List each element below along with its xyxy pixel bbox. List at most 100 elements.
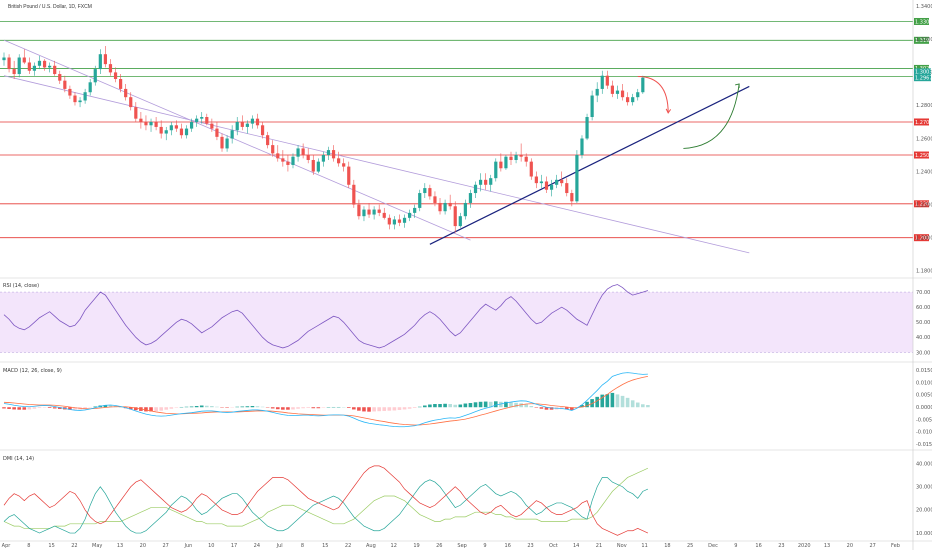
- macd-histogram-bar: [499, 401, 503, 408]
- macd-histogram-bar: [275, 407, 280, 410]
- candle: [331, 150, 336, 159]
- time-tick-label: May: [92, 543, 102, 549]
- candle: [408, 212, 412, 218]
- candle: [271, 145, 275, 154]
- macd-histogram-bar: [154, 407, 158, 412]
- time-tick-label: 11: [641, 543, 647, 549]
- candle: [504, 156, 508, 169]
- candle: [266, 135, 270, 146]
- macd-histogram-bar: [250, 406, 255, 408]
- macd-histogram-bar: [387, 407, 392, 411]
- time-tick-label: 13: [824, 543, 830, 549]
- adx-line: [3, 467, 649, 529]
- dmi-title: DMI (14, 14): [3, 456, 34, 462]
- price-tick-label: 1.34000: [916, 4, 932, 10]
- candle: [382, 212, 386, 218]
- macd-histogram-bar: [12, 407, 16, 410]
- candle: [544, 181, 549, 190]
- macd-histogram-bar: [108, 405, 113, 408]
- candle: [443, 202, 447, 212]
- candle: [529, 161, 533, 177]
- candle: [245, 123, 249, 127]
- macd-histogram-bar: [377, 407, 381, 412]
- macd-histogram-bar: [346, 407, 351, 408]
- candle: [22, 57, 26, 63]
- time-tick-label: 9: [734, 543, 737, 549]
- candle: [534, 176, 538, 184]
- descending-trendline: [3, 75, 750, 254]
- time-tick-label: 21: [596, 543, 602, 549]
- time-tick-label: 20: [847, 543, 853, 549]
- candle: [367, 209, 371, 215]
- macd-histogram-bar: [428, 404, 432, 408]
- candle: [7, 57, 11, 70]
- candle: [250, 118, 255, 124]
- candle: [306, 155, 310, 160]
- macd-histogram-bar: [149, 407, 153, 412]
- candle: [235, 121, 239, 131]
- macd-histogram-bar: [103, 405, 108, 408]
- time-tick-label: 16: [755, 543, 761, 549]
- macd-histogram-bar: [2, 407, 6, 409]
- red-arrow-head: [665, 108, 672, 114]
- price-tick-label: 1.32000: [916, 37, 932, 43]
- time-tick-label: Nov: [617, 543, 627, 549]
- candle: [291, 156, 295, 165]
- macd-title: MACD (12, 26, close, 9): [3, 368, 62, 374]
- candle: [113, 72, 118, 80]
- time-tick-label: Feb: [891, 543, 900, 549]
- candle: [560, 179, 564, 184]
- candle: [78, 100, 82, 103]
- macd-line: [3, 372, 648, 428]
- macd-histogram-bar: [524, 404, 529, 408]
- macd-histogram-bar: [306, 407, 310, 408]
- macd-tick-label: -0.00500: [916, 417, 932, 423]
- candle: [88, 82, 92, 93]
- candle: [255, 118, 260, 126]
- macd-histogram-bar: [17, 407, 22, 410]
- candle: [342, 163, 346, 167]
- candle: [631, 97, 635, 103]
- macd-histogram-bar: [635, 402, 640, 408]
- macd-histogram-bar: [291, 407, 295, 410]
- time-tick-label: 2020: [798, 543, 811, 549]
- candle: [296, 148, 300, 157]
- price-tick-label: 1.28000: [916, 103, 932, 109]
- macd-histogram-bar: [483, 401, 488, 408]
- candle: [73, 95, 77, 103]
- candle: [93, 69, 97, 83]
- macd-histogram-bar: [570, 407, 574, 410]
- candle: [418, 193, 422, 208]
- macd-histogram-bar: [458, 404, 463, 408]
- macd-histogram-bar: [286, 407, 290, 410]
- candle: [240, 121, 244, 127]
- time-tick-label: 27: [162, 543, 168, 549]
- macd-histogram-bar: [493, 401, 498, 408]
- macd-histogram-bar: [397, 407, 402, 410]
- time-tick-label: 24: [254, 543, 260, 549]
- macd-tick-label: 0.00000: [916, 405, 932, 411]
- candle: [565, 183, 569, 194]
- macd-histogram-bar: [316, 407, 321, 409]
- level-price-tag: [914, 17, 929, 25]
- time-tick-label: Oct: [549, 543, 558, 549]
- macd-histogram-bar: [509, 402, 513, 408]
- macd-histogram-bar: [620, 395, 625, 408]
- macd-histogram-bar: [169, 407, 174, 409]
- macd-histogram-bar: [641, 404, 645, 408]
- rsi-title: RSI (14, close): [3, 283, 39, 289]
- candle: [570, 193, 574, 202]
- candle: [144, 121, 148, 126]
- candle: [326, 150, 331, 156]
- candle: [590, 95, 594, 118]
- macd-histogram-bar: [412, 407, 417, 408]
- macd-histogram-bar: [83, 407, 87, 409]
- macd-histogram-bar: [189, 406, 194, 408]
- rsi-band: [0, 292, 913, 353]
- macd-tick-label: 0.01500: [916, 368, 932, 374]
- macd-histogram-bar: [615, 394, 620, 408]
- candle: [636, 92, 640, 98]
- macd-histogram-bar: [372, 407, 376, 412]
- macd-histogram-bar: [539, 407, 544, 409]
